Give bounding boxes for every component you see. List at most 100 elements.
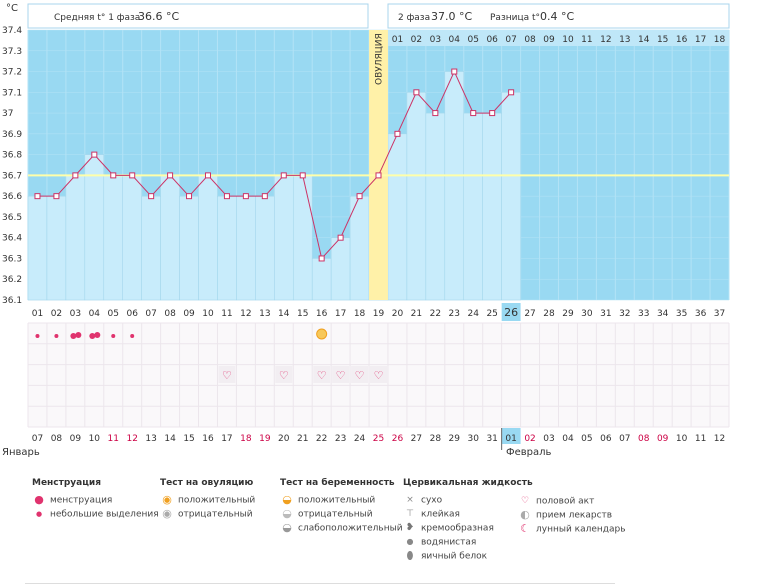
cycle-day-label: 36 bbox=[695, 309, 707, 319]
cycle-day-label: 16 bbox=[316, 309, 328, 319]
creamy-icon: ❥ bbox=[405, 522, 415, 533]
temperature-point bbox=[110, 172, 117, 179]
temperature-point bbox=[394, 130, 401, 137]
y-tick-label: 36.8 bbox=[2, 151, 22, 161]
temperature-bar bbox=[46, 195, 67, 301]
cycle-day-labels: 01 02 03 04 05 06 07 08 09 10 11 12 13 14 15 16 17 18 19 20… bbox=[32, 303, 725, 321]
calendar-date-label: 03 bbox=[543, 434, 554, 444]
calendar-date-label: 01 bbox=[505, 434, 516, 444]
drop-small-icon bbox=[54, 334, 59, 338]
heart-cell bbox=[313, 366, 331, 383]
calendar-date-label: 28 bbox=[430, 434, 442, 444]
temperature-point bbox=[413, 89, 420, 96]
month-right-label: Февраль bbox=[506, 447, 552, 458]
month-start-highlight bbox=[501, 428, 521, 444]
legend-menstruation-title: Менструация bbox=[32, 478, 101, 488]
temperature-bar bbox=[236, 195, 256, 301]
calendar-date-label: 15 bbox=[183, 434, 194, 444]
cycle-day-label: 21 bbox=[411, 309, 422, 319]
cycle-day-label: 30 bbox=[581, 309, 593, 319]
temperature-bar bbox=[255, 195, 275, 301]
temperature-bar bbox=[198, 175, 218, 301]
cycle-day-label: 17 bbox=[335, 309, 346, 319]
temperature-point bbox=[508, 89, 515, 96]
calendar-date-label: 27 bbox=[411, 434, 422, 444]
phase1-value: 36.6 °C bbox=[138, 10, 179, 23]
y-tick-label: 36.1 bbox=[2, 296, 22, 306]
legend-item: положительный bbox=[298, 495, 376, 506]
temperature-points bbox=[34, 68, 515, 262]
temperature-bar bbox=[160, 175, 180, 301]
temperature-point bbox=[34, 193, 41, 200]
temperature-point bbox=[280, 172, 287, 179]
phase2-day-label: 01 bbox=[392, 35, 403, 45]
phase2-day-label: 08 bbox=[524, 35, 536, 45]
cycle-day-label: 07 bbox=[145, 309, 156, 319]
temperature-point bbox=[299, 172, 306, 179]
heart-cell bbox=[218, 366, 236, 383]
cycle-day-label: 09 bbox=[183, 309, 195, 319]
calendar-date-label: 30 bbox=[468, 434, 480, 444]
y-tick-label: 36.2 bbox=[2, 275, 22, 285]
calendar-date-label: 24 bbox=[354, 434, 366, 444]
heart-icon: ♡ bbox=[336, 369, 346, 382]
calendar-date-label: 25 bbox=[373, 434, 384, 444]
calendar-date-label: 18 bbox=[240, 434, 252, 444]
phase2-day-label: 07 bbox=[505, 35, 516, 45]
bbt-chart: Средняя t° 1 фаза 36.6 °C 2 фаза 37.0 °C… bbox=[2, 3, 730, 450]
dry-icon: × bbox=[406, 495, 414, 505]
test-positive-icon: ◒ bbox=[282, 493, 292, 506]
drop-small-icon bbox=[111, 334, 116, 338]
cycle-day-label: 10 bbox=[202, 309, 214, 319]
temperature-point bbox=[53, 193, 60, 200]
cycle-day-label: 23 bbox=[449, 309, 460, 319]
y-tick-label: 36.6 bbox=[2, 192, 22, 202]
y-unit-label: °C bbox=[6, 3, 18, 14]
heart-cell bbox=[370, 366, 387, 383]
pill-icon: ◐ bbox=[520, 508, 530, 521]
temperature-bar bbox=[311, 258, 332, 301]
y-tick-label: 37.4 bbox=[2, 26, 22, 36]
diff-label: Разница t° bbox=[490, 13, 540, 23]
cycle-day-label: 31 bbox=[600, 309, 611, 319]
temperature-point bbox=[318, 255, 325, 262]
cycle-day-label: 27 bbox=[524, 309, 535, 319]
calendar-date-label: 08 bbox=[51, 434, 63, 444]
temperature-bar bbox=[103, 175, 123, 301]
footer-divider bbox=[25, 583, 615, 584]
header-phase2-box bbox=[387, 3, 730, 29]
phase2-day-label: 05 bbox=[468, 35, 479, 45]
drop-large-icon bbox=[70, 333, 77, 339]
cycle-day-label: 04 bbox=[89, 309, 101, 319]
temperature-point bbox=[356, 193, 363, 200]
temperature-bar bbox=[330, 237, 351, 301]
sun-positive-icon: ◉ bbox=[162, 493, 172, 506]
drop-large-icon: ● bbox=[34, 493, 44, 506]
phase2-day-label: 10 bbox=[562, 35, 574, 45]
legend-item: яичный белок bbox=[421, 551, 488, 562]
calendar-date-label: 16 bbox=[202, 434, 214, 444]
temperature-bar bbox=[274, 175, 294, 301]
cycle-day-label: 20 bbox=[392, 309, 404, 319]
temperature-bar bbox=[482, 112, 502, 301]
calendar-date-label: 14 bbox=[164, 434, 176, 444]
calendar-date-label: 23 bbox=[335, 434, 346, 444]
drop-small-icon bbox=[130, 334, 135, 338]
calendar-date-label: 12 bbox=[126, 434, 137, 444]
temperature-point bbox=[470, 110, 477, 117]
phase2-day-label: 03 bbox=[430, 35, 441, 45]
cycle-day-label: 34 bbox=[657, 309, 669, 319]
temperature-point bbox=[489, 110, 496, 117]
cycle-day-label: 24 bbox=[468, 309, 480, 319]
cycle-day-label: 05 bbox=[108, 309, 119, 319]
egg-white-icon: ⬮ bbox=[406, 549, 414, 562]
temperature-bar bbox=[179, 195, 199, 301]
calendar-date-label: 05 bbox=[581, 434, 592, 444]
calendar-date-label: 10 bbox=[676, 434, 688, 444]
calendar-date-label: 22 bbox=[316, 434, 327, 444]
cycle-day-label: 22 bbox=[430, 309, 441, 319]
y-tick-label: 36.3 bbox=[2, 254, 22, 264]
temperature-point bbox=[91, 151, 98, 158]
cycle-day-label: 14 bbox=[278, 309, 290, 319]
temperature-point bbox=[167, 172, 174, 179]
